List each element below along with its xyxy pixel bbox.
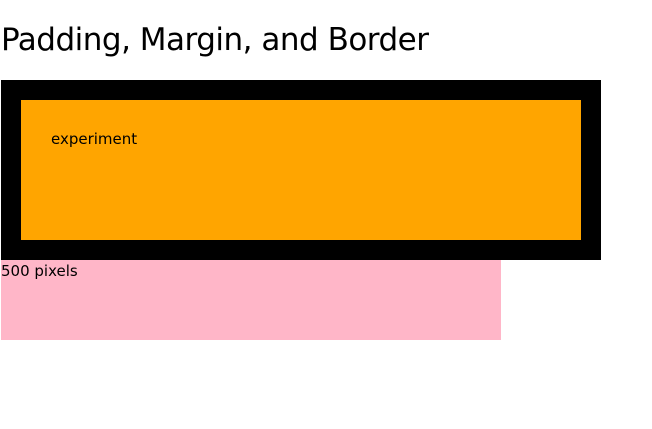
reference-width-label: 500 pixels [1,262,78,280]
reference-width-box: 500 pixels [1,260,501,340]
page-title: Padding, Margin, and Border [1,22,429,58]
experiment-text: experiment [51,130,138,148]
bordered-box: experiment [1,80,601,260]
padded-content-box: experiment [21,100,581,240]
